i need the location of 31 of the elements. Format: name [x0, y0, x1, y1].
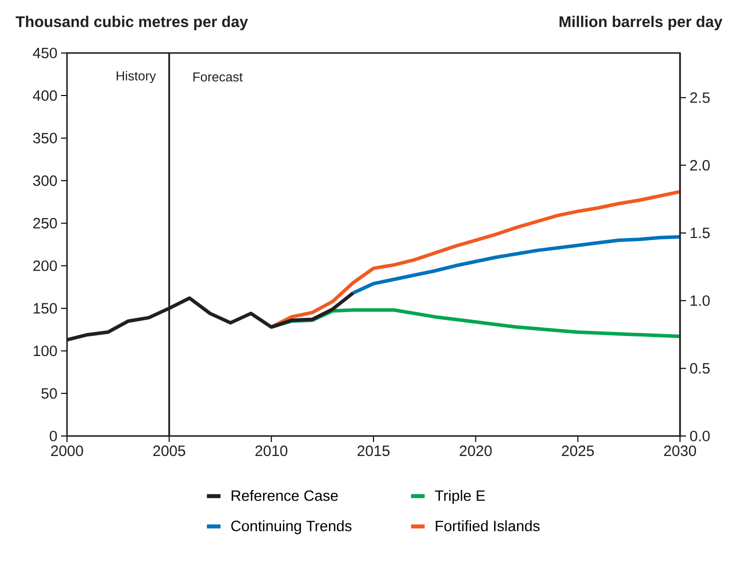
y-axis-title: Thousand cubic metres per day: [16, 16, 248, 30]
y2-tick-label: 2.5: [690, 92, 710, 103]
annotation: History: [116, 70, 156, 84]
legend-label: Fortified Islands: [436, 520, 540, 532]
y2-tick-label: 0.5: [690, 363, 710, 374]
y-tick-label: 300: [33, 175, 57, 186]
y-tick-label: 450: [32, 48, 57, 58]
y2-tick-label: 0.0: [690, 430, 710, 442]
x-tick-label: 2010: [255, 446, 288, 456]
x-tick-label: 2000: [51, 446, 84, 456]
y-tick-label: 100: [34, 346, 57, 356]
y-tick-label: 0: [50, 430, 57, 442]
annotation: Forecast: [193, 72, 243, 82]
x-tick-label: 2005: [153, 446, 186, 456]
y-tick-label: 200: [33, 260, 57, 272]
y-tick-label: 50: [41, 388, 57, 399]
y-tick-label: 150: [34, 303, 57, 314]
y-tick-label: 250: [33, 218, 57, 228]
y2-tick-label: 1.5: [690, 228, 710, 238]
legend-label: Triple E: [434, 490, 485, 504]
x-tick-label: 2015: [358, 446, 390, 456]
x-tick-label: 2020: [460, 446, 492, 456]
legend-label: Reference Case: [232, 490, 338, 501]
x-tick-label: 2030: [664, 446, 696, 456]
legend-label: Continuing Trends: [231, 520, 352, 534]
y-tick-label: 350: [33, 132, 57, 144]
y2-tick-label: 2.0: [690, 160, 710, 171]
y2-tick-label: 1.0: [690, 295, 710, 306]
x-tick-label: 2025: [562, 446, 594, 456]
y2-axis-title: Million barrels per day: [560, 16, 722, 30]
y-tick-label: 400: [32, 90, 57, 101]
